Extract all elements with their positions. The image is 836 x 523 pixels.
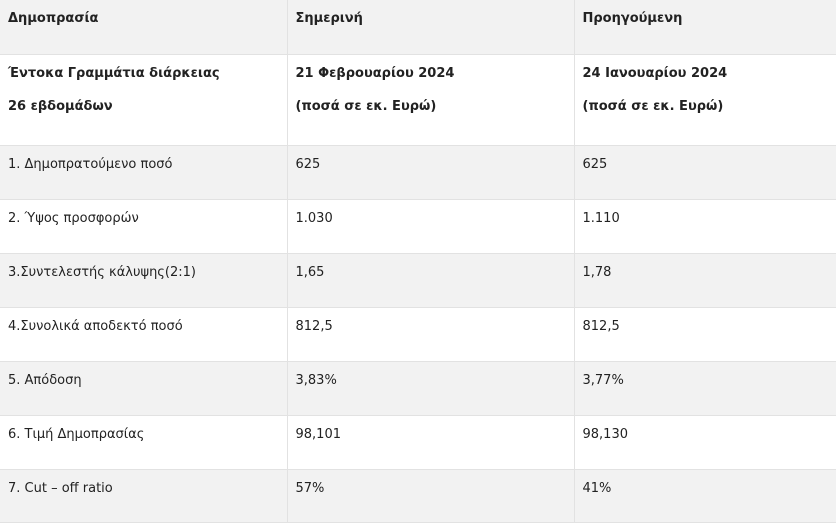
instrument-name: Έντοκα Γραμμάτια διάρκειας xyxy=(8,65,220,81)
row-previous-value: 1,78 xyxy=(574,253,836,308)
subheader-instrument: Έντοκα Γραμμάτια διάρκειας 26 εβδομάδων xyxy=(0,54,288,146)
table-row: 2. Ύψος προσφορών 1.030 1.110 xyxy=(0,199,836,254)
row-label: 4.Συνολικά αποδεκτό ποσό xyxy=(0,307,288,362)
row-label: 7. Cut – off ratio xyxy=(0,469,288,523)
current-date: 21 Φεβρουαρίου 2024 xyxy=(295,65,455,81)
row-label: 2. Ύψος προσφορών xyxy=(0,199,288,254)
table-row: 3.Συντελεστής κάλυψης(2:1) 1,65 1,78 xyxy=(0,253,836,308)
row-previous-value: 812,5 xyxy=(574,307,836,362)
previous-date: 24 Ιανουαρίου 2024 xyxy=(582,65,728,81)
subheader-current-date: 21 Φεβρουαρίου 2024 (ποσά σε εκ. Ευρώ) xyxy=(287,54,575,146)
table-row: 5. Απόδοση 3,83% 3,77% xyxy=(0,361,836,416)
row-previous-value: 41% xyxy=(574,469,836,523)
row-label: 1. Δημοπρατούμενο ποσό xyxy=(0,145,288,200)
current-units: (ποσά σε εκ. Ευρώ) xyxy=(295,98,437,114)
row-previous-value: 3,77% xyxy=(574,361,836,416)
table-header-row: Δημοπρασία Σημερινή Προηγούμενη xyxy=(0,0,836,55)
row-previous-value: 625 xyxy=(574,145,836,200)
header-current: Σημερινή xyxy=(287,0,575,55)
table-row: 4.Συνολικά αποδεκτό ποσό 812,5 812,5 xyxy=(0,307,836,362)
row-label: 3.Συντελεστής κάλυψης(2:1) xyxy=(0,253,288,308)
row-current-value: 1.030 xyxy=(287,199,575,254)
row-current-value: 625 xyxy=(287,145,575,200)
row-current-value: 57% xyxy=(287,469,575,523)
row-current-value: 98,101 xyxy=(287,415,575,470)
row-label: 6. Τιμή Δημοπρασίας xyxy=(0,415,288,470)
instrument-duration: 26 εβδομάδων xyxy=(8,98,113,114)
previous-units: (ποσά σε εκ. Ευρώ) xyxy=(582,98,724,114)
table-subheader-row: Έντοκα Γραμμάτια διάρκειας 26 εβδομάδων … xyxy=(0,54,836,146)
row-current-value: 1,65 xyxy=(287,253,575,308)
row-previous-value: 98,130 xyxy=(574,415,836,470)
subheader-previous-date: 24 Ιανουαρίου 2024 (ποσά σε εκ. Ευρώ) xyxy=(574,54,836,146)
table-row: 7. Cut – off ratio 57% 41% xyxy=(0,469,836,523)
table-row: 6. Τιμή Δημοπρασίας 98,101 98,130 xyxy=(0,415,836,470)
header-previous: Προηγούμενη xyxy=(574,0,836,55)
row-current-value: 3,83% xyxy=(287,361,575,416)
header-auction: Δημοπρασία xyxy=(0,0,288,55)
row-current-value: 812,5 xyxy=(287,307,575,362)
table-row: 1. Δημοπρατούμενο ποσό 625 625 xyxy=(0,145,836,200)
row-label: 5. Απόδοση xyxy=(0,361,288,416)
row-previous-value: 1.110 xyxy=(574,199,836,254)
